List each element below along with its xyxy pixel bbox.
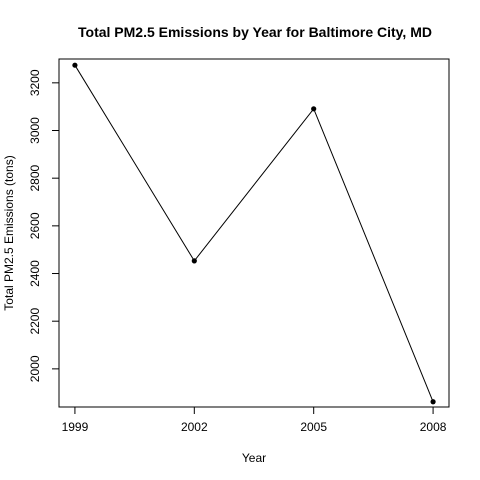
data-point	[72, 62, 78, 68]
x-tick-label: 2008	[420, 420, 447, 434]
x-axis-label: Year	[242, 451, 266, 465]
y-tick-label: 2600	[28, 212, 42, 239]
y-tick-label: 3200	[28, 69, 42, 96]
data-point	[191, 258, 197, 264]
data-point	[311, 106, 317, 112]
y-axis-label: Total PM2.5 Emissions (tons)	[2, 155, 16, 310]
y-tick-label: 2200	[28, 308, 42, 335]
series-line	[74, 64, 434, 402]
y-tick-label: 2800	[28, 165, 42, 192]
y-tick-label: 2000	[28, 355, 42, 382]
x-tick-label: 1999	[62, 420, 89, 434]
y-tick-label: 3000	[28, 117, 42, 144]
series-layer	[72, 62, 436, 405]
chart-title: Total PM2.5 Emissions by Year for Baltim…	[78, 24, 432, 40]
y-axis: 2000 2200 2400 2600 2800 3000 3200	[28, 69, 60, 382]
x-tick-label: 2002	[181, 420, 208, 434]
y-tick-label: 2400	[28, 260, 42, 287]
plot-frame	[58, 58, 450, 408]
x-tick-label: 2005	[300, 420, 327, 434]
data-point	[430, 399, 436, 405]
x-axis: 1999 2002 2005 2008	[62, 406, 447, 434]
